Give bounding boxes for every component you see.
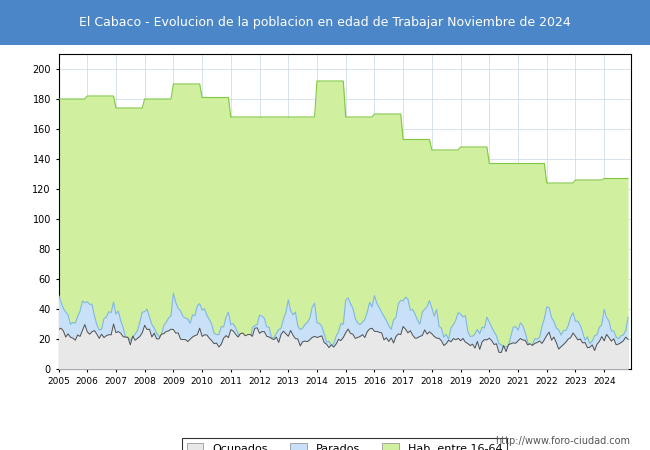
Legend: Ocupados, Parados, Hab. entre 16-64: Ocupados, Parados, Hab. entre 16-64 <box>182 438 507 450</box>
Text: El Cabaco - Evolucion de la poblacion en edad de Trabajar Noviembre de 2024: El Cabaco - Evolucion de la poblacion en… <box>79 16 571 29</box>
Text: http://www.foro-ciudad.com: http://www.foro-ciudad.com <box>495 436 630 446</box>
